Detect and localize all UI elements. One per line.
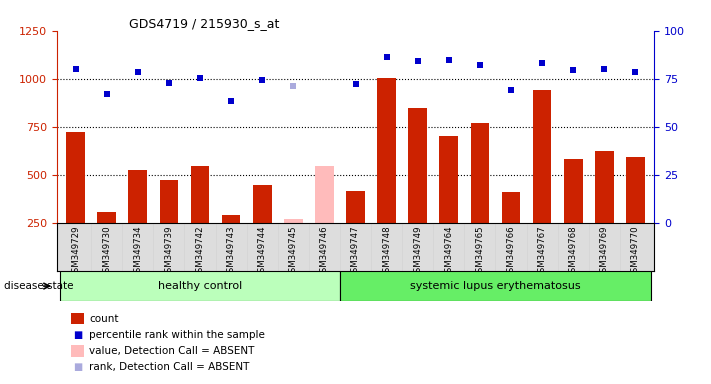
Text: GSM349765: GSM349765 <box>476 225 484 278</box>
Bar <box>284 219 303 223</box>
Text: GSM349770: GSM349770 <box>631 225 640 278</box>
Text: ■: ■ <box>73 362 82 372</box>
Bar <box>533 90 552 223</box>
Text: GSM349742: GSM349742 <box>196 225 205 278</box>
Bar <box>378 78 396 223</box>
Text: GSM349747: GSM349747 <box>351 225 360 278</box>
Bar <box>502 192 520 223</box>
Bar <box>66 132 85 223</box>
Bar <box>626 157 645 223</box>
Bar <box>315 166 333 223</box>
Bar <box>159 180 178 223</box>
Text: ■: ■ <box>73 330 82 340</box>
Text: GSM349745: GSM349745 <box>289 225 298 278</box>
Text: GSM349744: GSM349744 <box>257 225 267 278</box>
Text: percentile rank within the sample: percentile rank within the sample <box>89 330 264 340</box>
Text: GSM349748: GSM349748 <box>382 225 391 278</box>
Text: value, Detection Call = ABSENT: value, Detection Call = ABSENT <box>89 346 255 356</box>
Text: count: count <box>89 314 118 324</box>
Text: GSM349730: GSM349730 <box>102 225 111 278</box>
Bar <box>564 159 582 223</box>
Text: systemic lupus erythematosus: systemic lupus erythematosus <box>410 281 581 291</box>
Bar <box>471 123 489 223</box>
Bar <box>253 185 272 223</box>
Text: GSM349746: GSM349746 <box>320 225 329 278</box>
Bar <box>439 136 458 223</box>
Bar <box>97 212 116 223</box>
Text: GSM349767: GSM349767 <box>538 225 547 278</box>
Text: GSM349734: GSM349734 <box>133 225 142 278</box>
Bar <box>595 151 614 223</box>
Text: GSM349749: GSM349749 <box>413 225 422 278</box>
Text: disease state: disease state <box>4 281 73 291</box>
Bar <box>408 108 427 223</box>
Bar <box>60 271 340 301</box>
Text: rank, Detection Call = ABSENT: rank, Detection Call = ABSENT <box>89 362 250 372</box>
Bar <box>222 215 240 223</box>
Text: GSM349766: GSM349766 <box>506 225 515 278</box>
Bar <box>191 166 209 223</box>
Bar <box>129 170 147 223</box>
Bar <box>340 271 651 301</box>
Text: GSM349768: GSM349768 <box>569 225 578 278</box>
Text: GSM349743: GSM349743 <box>227 225 235 278</box>
Text: GDS4719 / 215930_s_at: GDS4719 / 215930_s_at <box>129 17 279 30</box>
Bar <box>346 191 365 223</box>
Text: GSM349769: GSM349769 <box>600 225 609 278</box>
Text: GSM349739: GSM349739 <box>164 225 173 278</box>
Text: healthy control: healthy control <box>158 281 242 291</box>
Text: GSM349764: GSM349764 <box>444 225 454 278</box>
Text: GSM349729: GSM349729 <box>71 225 80 278</box>
